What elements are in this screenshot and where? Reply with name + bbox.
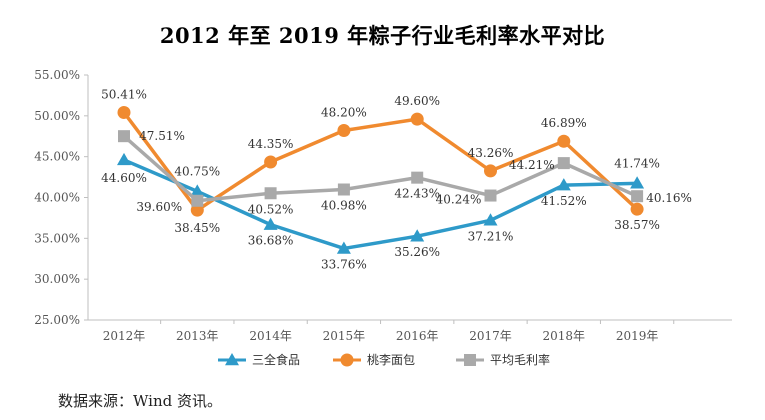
- legend-label: 三全食品: [252, 352, 300, 367]
- y-tick-label: 45.00%: [34, 150, 80, 164]
- y-tick-label: 25.00%: [34, 313, 80, 327]
- data-label: 40.75%: [174, 164, 220, 178]
- circle-marker: [410, 112, 424, 126]
- data-label: 50.41%: [101, 87, 147, 101]
- square-marker: [337, 183, 350, 196]
- x-tick-label: 2013年: [176, 329, 219, 343]
- series-0: 44.60% 40.75% 36.68% 33.76% 35.26% 37.21% 41.5…: [101, 152, 660, 271]
- x-tick-label: 2015年: [323, 329, 366, 343]
- data-label: 44.35%: [248, 137, 294, 151]
- data-label: 41.52%: [541, 194, 587, 208]
- series-line: [122, 134, 638, 203]
- triangle-marker: [483, 213, 498, 226]
- circle-marker: [557, 134, 571, 148]
- triangle-marker: [630, 176, 645, 189]
- triangle-marker: [410, 229, 425, 242]
- square-marker: [118, 130, 130, 143]
- data-label: 37.21%: [468, 229, 514, 243]
- series-2: 47.51% 39.60% 40.52% 40.98% 42.43%40.24% 44.2…: [118, 129, 692, 216]
- x-tick-label: 2018年: [543, 329, 586, 343]
- data-label: 48.20%: [321, 106, 367, 120]
- legend-item: 平均毛利率: [456, 352, 550, 367]
- triangle-marker: [556, 178, 571, 191]
- x-tick-label: 2017年: [469, 329, 512, 343]
- square-marker: [484, 189, 497, 202]
- y-tick-label: 50.00%: [34, 109, 80, 123]
- data-label: 42.43%: [394, 187, 440, 201]
- source-note: 数据来源：Wind 资讯。: [58, 392, 222, 410]
- triangle-marker: [336, 241, 351, 254]
- data-label: 47.51%: [139, 129, 185, 143]
- y-tick-label: 55.00%: [34, 68, 80, 82]
- triangle-marker: [190, 184, 205, 197]
- data-label: 33.76%: [321, 257, 367, 271]
- square-marker: [464, 354, 476, 366]
- x-tick-label: 2016年: [396, 329, 439, 343]
- circle-marker: [630, 202, 644, 216]
- x-tick-label: 2014年: [249, 329, 292, 343]
- legend-item: 桃李面包: [333, 352, 415, 367]
- data-label: 40.98%: [321, 198, 367, 212]
- circle-marker: [190, 203, 204, 217]
- data-label: 44.60%: [101, 171, 147, 185]
- circle-marker: [264, 155, 278, 169]
- x-tick-label: 2019年: [616, 329, 659, 343]
- circle-marker: [117, 105, 131, 119]
- circle-marker: [337, 124, 351, 138]
- data-label: 39.60%: [136, 200, 182, 214]
- y-tick-label: 30.00%: [34, 272, 80, 286]
- y-tick-label: 40.00%: [34, 191, 80, 205]
- data-label: 38.45%: [174, 221, 220, 235]
- triangle-marker: [117, 152, 131, 166]
- data-label: 49.60%: [394, 94, 440, 108]
- circle-marker: [340, 353, 354, 367]
- data-label: 41.74%: [614, 156, 660, 170]
- triangle-marker: [263, 217, 278, 230]
- data-label: 35.26%: [394, 245, 440, 259]
- legend-item: 三全食品: [218, 352, 300, 367]
- series-line: [123, 158, 638, 251]
- data-label: 43.26%: [468, 146, 514, 160]
- square-marker: [631, 190, 644, 203]
- y-tick-label: 35.00%: [34, 231, 80, 245]
- chart-title: 2012 年至 2019 年粽子行业毛利率水平对比: [159, 23, 606, 48]
- square-marker: [264, 187, 277, 200]
- series-line: [122, 111, 639, 212]
- legend-label: 桃李面包: [367, 352, 415, 367]
- data-label: 40.16%: [646, 191, 692, 205]
- square-marker: [191, 194, 204, 207]
- data-label: 38.57%: [614, 218, 660, 232]
- legend-label: 平均毛利率: [490, 352, 550, 367]
- data-label: 40.24%: [436, 193, 482, 207]
- data-label: 40.52%: [248, 202, 294, 216]
- square-marker: [557, 157, 570, 170]
- data-label: 36.68%: [248, 234, 294, 248]
- data-label: 46.89%: [541, 116, 587, 130]
- triangle-marker: [225, 353, 239, 366]
- x-tick-label: 2012年: [103, 329, 146, 343]
- data-label: 44.21%: [509, 158, 555, 172]
- series-1: 50.41% 38.45% 44.35% 48.20% 49.60% 43.26% 46.8…: [101, 87, 660, 235]
- square-marker: [411, 171, 424, 184]
- circle-marker: [484, 164, 497, 178]
